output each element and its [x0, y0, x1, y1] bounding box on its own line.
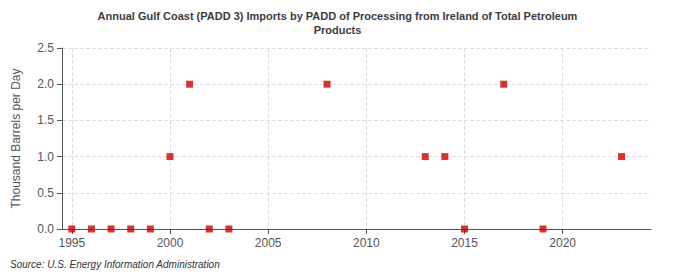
svg-text:2020: 2020 [549, 236, 576, 250]
svg-text:2005: 2005 [255, 236, 282, 250]
svg-text:Thousand Barrels per Day: Thousand Barrels per Day [9, 68, 23, 208]
svg-text:Products: Products [314, 24, 362, 36]
svg-text:1.0: 1.0 [37, 150, 54, 164]
svg-text:2000: 2000 [157, 236, 184, 250]
svg-text:2.0: 2.0 [37, 77, 54, 91]
svg-text:Annual Gulf Coast (PADD 3) Imp: Annual Gulf Coast (PADD 3) Imports by PA… [98, 10, 578, 22]
svg-text:2.5: 2.5 [37, 41, 54, 55]
svg-text:Source: U.S. Energy Informatio: Source: U.S. Energy Information Administ… [10, 259, 220, 270]
svg-text:0.0: 0.0 [37, 222, 54, 236]
svg-text:0.5: 0.5 [37, 186, 54, 200]
svg-text:2015: 2015 [451, 236, 478, 250]
svg-text:1995: 1995 [58, 236, 85, 250]
svg-text:1.5: 1.5 [37, 113, 54, 127]
svg-text:2010: 2010 [353, 236, 380, 250]
